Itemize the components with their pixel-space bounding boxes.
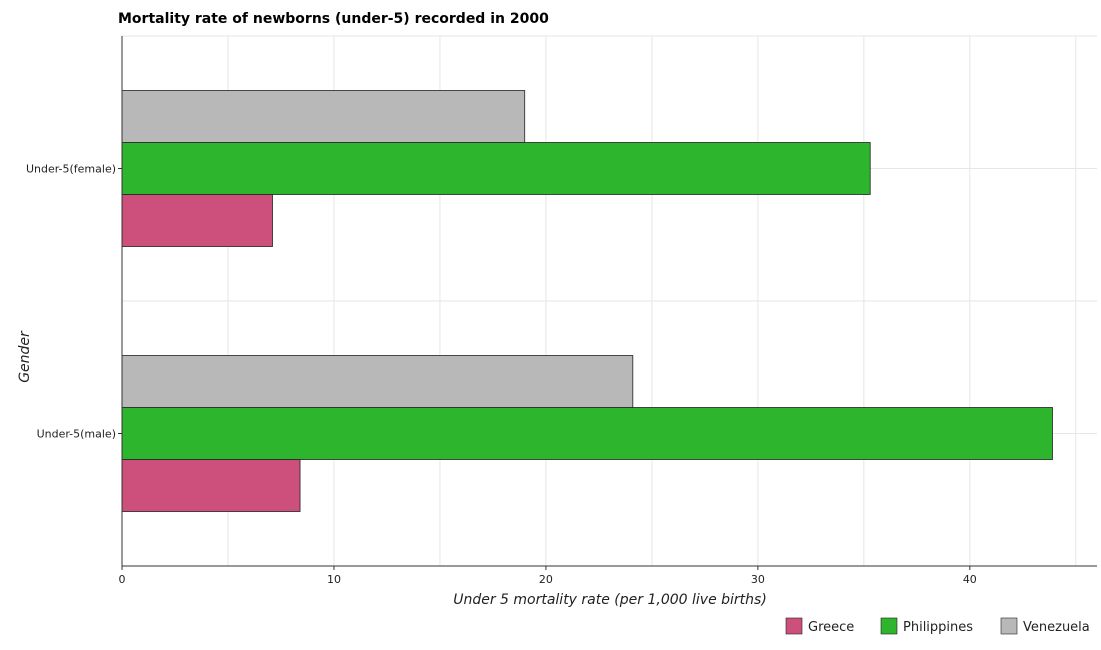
bar-philippines-0 [121,142,871,195]
bar-venezuela-1 [121,355,634,408]
x-tick-label: 0 [119,573,126,586]
y-axis-label: Gender [17,330,33,383]
x-tick-label: 20 [539,573,553,586]
chart-title: Mortality rate of newborns (under-5) rec… [118,11,549,27]
y-tick-label: Under-5(female) [26,163,116,176]
legend-label-greece: Greece [808,620,854,635]
legend-swatch-philippines [880,617,898,635]
bars [121,90,1053,512]
legend-label-philippines: Philippines [903,620,973,635]
bar-philippines-1 [121,407,1053,460]
legend-swatch-greece [785,617,803,635]
x-axis-label: Under 5 mortality rate (per 1,000 live b… [453,592,767,608]
legend-label-venezuela: Venezuela [1023,620,1090,635]
x-tick-label: 30 [751,573,765,586]
legend: Greece Philippines Venezuela [785,617,1090,635]
bar-greece-0 [121,194,273,247]
x-tick-label: 10 [327,573,341,586]
y-tick-label: Under-5(male) [37,428,116,441]
bar-greece-1 [121,459,301,512]
x-tick-label: 40 [963,573,977,586]
bar-venezuela-0 [121,90,526,143]
legend-swatch-venezuela [1000,617,1018,635]
axes: Under-5(female) Under-5(male) 0 10 20 30 40 [26,36,1097,586]
